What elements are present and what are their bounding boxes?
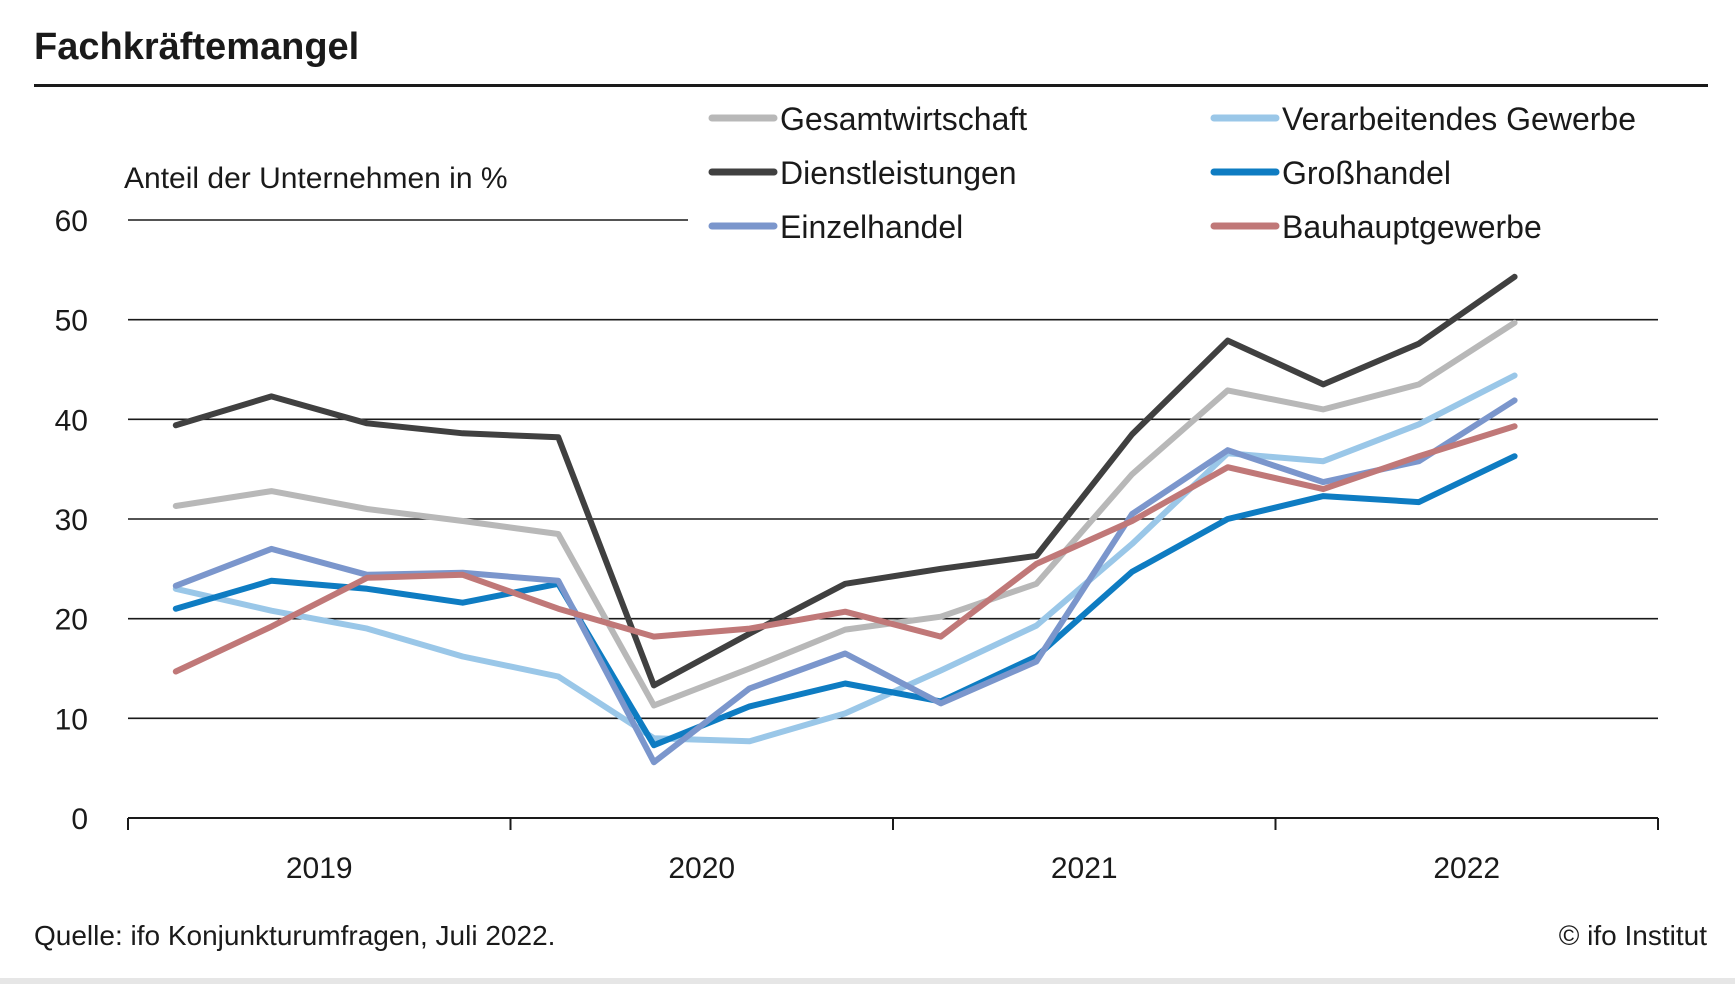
legend-label: Verarbeitendes Gewerbe (1282, 101, 1636, 137)
y-tick-label: 50 (55, 305, 88, 338)
copyright-note: © ifo Institut (1558, 920, 1707, 951)
y-tick-label: 10 (55, 703, 88, 736)
gridlines (128, 219, 1658, 720)
legend-label: Großhandel (1282, 155, 1451, 191)
y-tick-label: 0 (71, 803, 88, 836)
series-line-verarbeitendes-gewerbe (172, 372, 1518, 745)
series-lines (172, 273, 1518, 766)
x-tick-label: 2022 (1433, 852, 1500, 885)
y-tick-label: 60 (55, 205, 88, 238)
legend: Gesamtwirtschaft Verarbeitendes Gewerbe Di… (708, 101, 1636, 245)
x-tick-label: 2020 (668, 852, 735, 885)
legend-label: Gesamtwirtschaft (780, 101, 1027, 137)
series-line-gro-handel (172, 453, 1518, 749)
axes: 0 10 20 30 40 50 60 2019 2020 2021 2022 (55, 205, 1659, 885)
x-tick-label: 2021 (1051, 852, 1118, 885)
y-axis-label: Anteil der Unternehmen in % (124, 162, 508, 195)
legend-label: Einzelhandel (780, 209, 963, 245)
y-tick-label: 30 (55, 504, 88, 537)
y-tick-label: 20 (55, 604, 88, 637)
y-tick-label: 40 (55, 404, 88, 437)
legend-label: Bauhauptgewerbe (1282, 209, 1542, 245)
series-line-gesamtwirtschaft (172, 319, 1518, 709)
x-tick-label: 2019 (286, 852, 353, 885)
source-note: Quelle: ifo Konjunkturumfragen, Juli 202… (34, 920, 556, 951)
bottom-band (0, 978, 1735, 984)
series-line-bauhauptgewerbe (172, 423, 1518, 675)
legend-label: Dienstleistungen (780, 155, 1017, 191)
series-line-dienstleistungen (172, 273, 1518, 689)
chart-title: Fachkräftemangel (34, 26, 360, 68)
title-divider (34, 84, 1708, 87)
